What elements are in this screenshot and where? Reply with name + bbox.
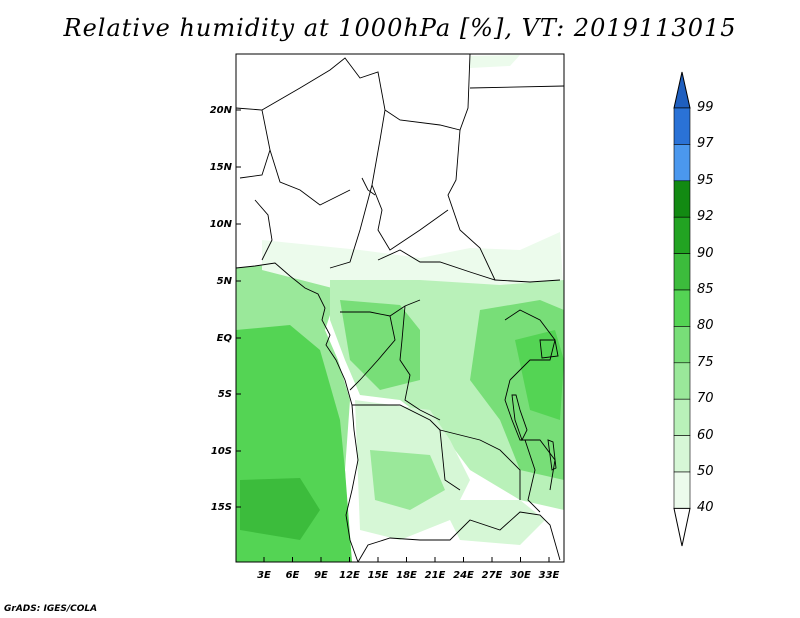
lake-victoria	[539, 339, 559, 359]
colorbar-segment	[673, 180, 691, 218]
colorbar-label: 75	[697, 354, 714, 370]
colorbar-segment	[673, 107, 691, 145]
lat-tick-label: 10N	[210, 219, 233, 230]
colorbar-top-arrow	[673, 71, 691, 109]
colorbar-segment	[673, 216, 691, 254]
lon-tick-label: 12E	[339, 570, 360, 581]
border-13	[352, 404, 461, 491]
border-11	[349, 315, 396, 391]
lake-tanganyika	[511, 394, 528, 442]
colorbar-segment	[673, 362, 691, 400]
lon-tick-label: 9E	[314, 570, 328, 581]
field-70-75-south	[370, 450, 445, 510]
field-75-80	[340, 300, 420, 390]
colorbar-bottom-arrow	[673, 507, 691, 547]
colorbar-label: 40	[697, 500, 714, 516]
border-4	[469, 85, 565, 89]
colorbar-label: 80	[697, 318, 714, 334]
page-title: Relative humidity at 1000hPa [%], VT: 20…	[63, 14, 737, 42]
lat-tick-label: 15S	[211, 502, 232, 513]
lat-tick-label: EQ	[217, 333, 233, 344]
lat-tick-label: 15N	[210, 162, 233, 173]
lon-tick-label: 30E	[510, 570, 531, 581]
colorbar-segment	[673, 289, 691, 327]
lon-tick-label: 21E	[425, 570, 446, 581]
lon-tick-label: 15E	[368, 570, 389, 581]
borders	[235, 53, 565, 563]
river-nile	[361, 177, 376, 196]
longitude-axis: 3E 6E 9E 12E 15E 18E 21E 24E 27E 30E 33E	[257, 557, 560, 581]
colorbar-segment	[673, 253, 691, 291]
colorbar-segment	[673, 326, 691, 364]
colorbar-segment	[673, 144, 691, 182]
lon-tick-label: 24E	[453, 570, 474, 581]
colorbar-segment	[673, 435, 691, 473]
colorbar-segment	[673, 471, 691, 509]
colorbar-label: 92	[697, 209, 714, 225]
coastline-west	[235, 262, 359, 563]
lat-tick-label: 5N	[217, 276, 233, 287]
field-60-70-south	[440, 500, 545, 545]
coastline-south	[357, 511, 561, 563]
lon-tick-label: 3E	[257, 570, 271, 581]
colorbar-label: 95	[697, 172, 714, 188]
lat-tick-label: 20N	[210, 105, 233, 116]
lon-tick-label: 6E	[286, 570, 300, 581]
colorbar-label: 50	[697, 464, 714, 479]
lat-tick-label: 5S	[218, 389, 232, 400]
lon-tick-label: 33E	[539, 570, 560, 581]
border-12	[399, 305, 441, 421]
colorbar-label: 99	[697, 100, 714, 115]
field-40-50-ne	[470, 55, 520, 68]
colorbar-segment	[673, 398, 691, 436]
lon-tick-label: 27E	[482, 570, 503, 581]
colorbar-label: 90	[697, 245, 714, 261]
border-9	[254, 199, 273, 261]
latitude-axis: 20N 15N 10N 5N EQ 5S 10S 15S	[210, 105, 241, 513]
border-3	[384, 53, 471, 131]
border-1	[235, 107, 271, 179]
border-5	[447, 129, 496, 281]
border-8	[269, 149, 351, 206]
border-17	[524, 439, 541, 513]
map-frame	[235, 53, 565, 563]
border-2	[261, 57, 386, 269]
credit-text: GrADS: IGES/COLA	[4, 604, 98, 614]
humidity-fields	[236, 55, 564, 562]
colorbar	[673, 71, 691, 547]
colorbar-label: 60	[697, 427, 714, 443]
border-7	[377, 249, 561, 283]
lake-malawi	[547, 439, 557, 471]
lon-tick-label: 18E	[396, 570, 417, 581]
border-6	[371, 184, 449, 251]
colorbar-label: 97	[697, 136, 714, 152]
lat-tick-label: 10S	[211, 446, 232, 457]
field-85-90	[240, 478, 320, 540]
border-14	[439, 429, 521, 500]
colorbar-label: 70	[697, 391, 714, 407]
colorbar-label: 85	[697, 282, 714, 297]
